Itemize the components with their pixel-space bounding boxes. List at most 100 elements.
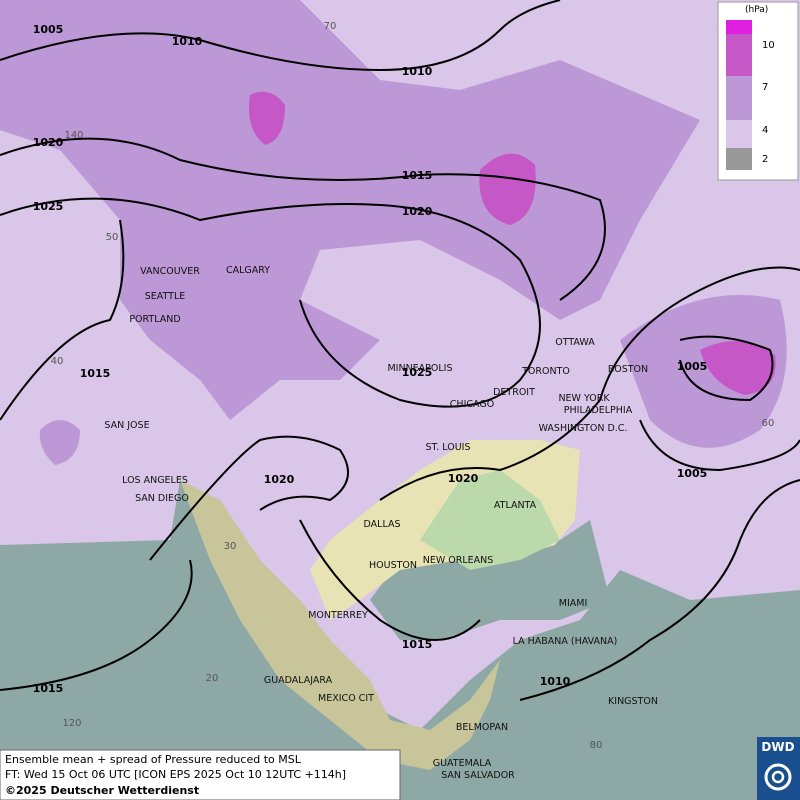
spread-high [479,153,536,225]
isobar-label: 1010 [540,675,571,688]
legend-unit: (hPa) [745,5,768,15]
city-label: MIAMI [559,598,588,609]
isobar [299,519,481,641]
city-labels: VANCOUVER CALGARY SEATTLE PORTLAND SAN JOS… [104,265,658,781]
logo: DWD [757,737,800,800]
isobar [639,419,800,472]
logo-text: DWD [761,740,794,754]
isobar-label: 1010 [402,65,433,78]
city-label: GUATEMALA [433,758,492,769]
isobar [0,559,193,691]
caption-line: ©2025 Deutscher Wetterdienst [5,784,199,797]
city-label: SAN DIEGO [135,493,189,504]
city-label: WASHINGTON D.C. [539,423,628,434]
ocean [0,480,800,800]
city-label: BOSTON [608,364,648,375]
graticule-label: 80 [590,740,603,751]
city-label: ATLANTA [494,500,537,511]
isobar-label: 1015 [80,367,111,380]
city-label: SAN JOSE [104,420,149,431]
isobar [679,335,774,402]
map-shape [771,770,785,784]
graticule-label: 40 [51,356,64,367]
city-label: DETROIT [493,387,535,398]
city-label: CALGARY [226,265,270,276]
spread-high [249,91,285,145]
city-label: HOUSTON [369,560,417,571]
city-label: MINNEAPOLIS [387,363,452,374]
map-shape [726,34,752,76]
isobar-label: 1015 [402,169,433,182]
isobar [0,0,561,72]
mexico-terrain [180,480,500,770]
isobar-label: 1005 [677,360,708,373]
isobar-label: 1020 [33,136,64,149]
spread-high [700,341,776,395]
city-label: NEW ORLEANS [423,555,494,566]
map-shape [764,763,792,791]
isobar [0,137,606,301]
city-label: ST. LOUIS [426,442,471,453]
isobar [379,266,800,501]
legend-level: 7 [762,82,768,93]
isobars [0,0,800,701]
map-shape [0,749,401,800]
map-shape [726,148,752,170]
map-shape [726,120,752,148]
city-label: PHILADELPHIA [564,405,633,416]
city-label: NEW YORK [558,393,610,404]
city-label: OTTAWA [555,337,595,348]
isobar-label: 1005 [33,23,64,36]
isobar-label: 1020 [264,473,295,486]
spread-mid [0,0,700,420]
map-shape [726,76,752,120]
isobar-label: 1020 [448,472,479,485]
city-label: KINGSTON [608,696,658,707]
isobar-label: 1020 [402,205,433,218]
gulf [370,520,610,640]
graticule-label: 30 [224,541,237,552]
city-label: LA HABANA (HAVANA) [513,636,618,647]
caption-line: Ensemble mean + spread of Pressure reduc… [5,753,302,766]
isobar-label: 1015 [33,682,64,695]
city-label: SAN SALVADOR [441,770,515,781]
spread-mid [39,420,80,465]
isobar [519,479,800,701]
legend-level: 2 [762,154,768,165]
city-label: TORONTO [521,366,570,377]
city-label: GUADALAJARA [264,675,333,686]
caption: Ensemble mean + spread of Pressure reduc… [0,749,401,800]
isobar-label: 1025 [33,200,64,213]
spread-mid [620,295,787,448]
graticule-label: 20 [206,673,219,684]
isobar [0,219,125,421]
isobar-labels: 1005 1010 1010 1020 1015 1025 1020 1015 1025… [33,23,708,695]
legend-level: 10 [762,40,775,51]
isobar-label: 1025 [402,366,433,379]
caption-line: FT: Wed 15 Oct 06 UTC [ICON EPS 2025 Oct… [5,768,346,781]
isobar-label: 1015 [402,638,433,651]
map-shape [726,20,752,34]
city-label: SEATTLE [145,291,186,302]
city-label: MONTERREY [308,610,368,621]
city-label: LOS ANGELES [122,475,188,486]
city-label: VANCOUVER [140,266,200,277]
isobar-label: 1005 [677,467,708,480]
graticule-label: 50 [106,232,119,243]
legend: (hPa) 10 7 4 2 [717,1,799,181]
graticule-label: 60 [762,418,775,429]
graticule-label: 140 [64,130,83,141]
city-label: BELMOPAN [456,722,508,733]
graticule-label: 120 [62,718,81,729]
isobar [0,197,541,408]
lowland [420,470,560,570]
city-label: DALLAS [364,519,401,530]
graticule-labels: 70 140 50 40 60 30 20 120 80 [51,21,775,751]
city-label: MEXICO CIT [318,693,374,704]
isobar-label: 1010 [172,35,203,48]
city-label: PORTLAND [129,314,180,325]
legend-level: 4 [762,125,768,136]
graticule-label: 70 [324,21,337,32]
